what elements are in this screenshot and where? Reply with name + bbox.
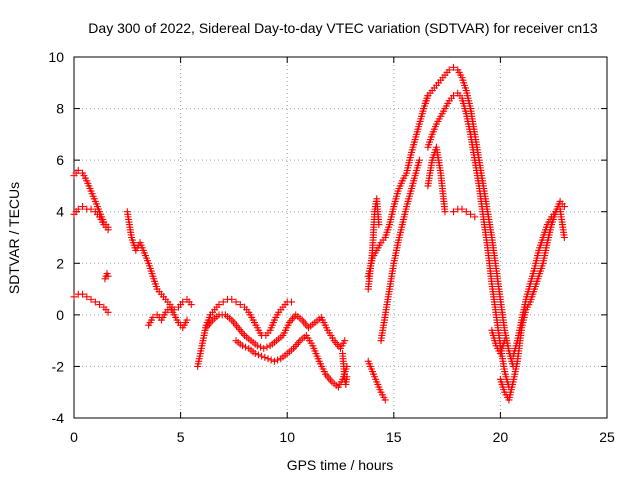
data-point — [251, 350, 259, 358]
x-tick-label: 5 — [177, 429, 185, 445]
x-tick-label: 10 — [279, 429, 295, 445]
data-marks — [70, 63, 568, 404]
data-point — [87, 295, 95, 303]
data-point — [381, 396, 389, 404]
data-point-interp — [254, 351, 262, 359]
series-arc-q — [424, 143, 449, 216]
data-point-interp — [242, 343, 250, 351]
series-arc-a — [70, 166, 112, 231]
series-arc-s — [496, 197, 568, 404]
data-point — [91, 298, 99, 306]
data-point — [449, 63, 457, 71]
x-axis-label: GPS time / hours — [287, 457, 394, 473]
data-point — [215, 301, 223, 309]
data-point — [236, 301, 244, 309]
data-point — [560, 203, 568, 211]
data-point — [253, 342, 261, 350]
data-point — [270, 357, 278, 365]
series-arc-d — [101, 270, 112, 283]
data-point — [441, 208, 449, 216]
series-arc-k — [364, 92, 432, 280]
series-arc-c — [70, 290, 112, 316]
series-arc-o — [420, 63, 517, 370]
y-tick-label: -2 — [52, 358, 65, 374]
plot-frame — [73, 56, 608, 419]
series-arc-f — [145, 303, 191, 332]
y-tick-label: 6 — [56, 152, 64, 168]
data-point — [471, 213, 479, 221]
data-point — [232, 298, 240, 306]
series-arc-i — [232, 331, 351, 391]
data-point — [449, 92, 457, 100]
data-point — [415, 156, 423, 164]
y-axis-label: SDTVAR / TECUs — [6, 182, 22, 294]
data-point-interp — [274, 356, 282, 364]
data-point — [501, 337, 509, 345]
data-point — [341, 337, 349, 345]
data-point — [104, 226, 112, 234]
data-point — [264, 355, 272, 363]
series-arc-e — [123, 208, 195, 314]
data-point — [260, 344, 268, 352]
x-tick-label: 15 — [386, 429, 402, 445]
data-point — [375, 221, 383, 229]
series-arc-h — [202, 311, 349, 352]
axis-ticks — [73, 56, 608, 419]
data-point — [458, 205, 466, 213]
data-point — [179, 298, 187, 306]
data-point — [87, 205, 95, 213]
x-tick-label: 25 — [599, 429, 615, 445]
series-arc-t — [509, 205, 568, 360]
data-point — [149, 313, 157, 321]
x-tick-labels: 0 5 10 15 20 25 — [70, 429, 615, 445]
series-arc-n — [377, 156, 423, 345]
chart-title: Day 300 of 2022, Sidereal Day-to-day VTE… — [88, 20, 598, 36]
data-point — [183, 316, 191, 324]
data-point — [83, 293, 91, 301]
data-point — [79, 290, 87, 298]
data-point — [219, 298, 227, 306]
data-point-interp — [263, 343, 271, 351]
data-point — [70, 293, 78, 301]
y-tick-label: 4 — [56, 204, 64, 220]
data-point — [104, 308, 112, 316]
data-point-interp — [261, 353, 269, 361]
series-arc-b — [70, 203, 112, 234]
data-point — [560, 234, 568, 241]
data-point — [462, 208, 470, 216]
y-tick-labels: -4 -2 0 2 4 6 8 10 — [48, 49, 64, 426]
data-point — [467, 210, 475, 218]
data-point — [74, 205, 82, 213]
data-point — [445, 66, 453, 74]
data-point — [228, 295, 236, 303]
series-arc-r — [449, 205, 479, 221]
data-point — [258, 352, 266, 360]
x-tick-label: 0 — [70, 429, 78, 445]
y-tick-label: -4 — [52, 410, 65, 426]
data-point — [74, 166, 82, 174]
series-arc-l — [364, 195, 383, 293]
y-tick-label: 8 — [56, 101, 64, 117]
series-arc-j — [339, 350, 351, 388]
data-point-interp — [267, 356, 275, 364]
data-point — [287, 298, 295, 306]
series-arc-u — [488, 326, 509, 358]
data-point — [187, 301, 195, 309]
data-point — [96, 301, 104, 309]
series-arc-p — [424, 89, 513, 391]
data-point — [238, 342, 246, 350]
data-point — [449, 208, 457, 216]
y-tick-label: 2 — [56, 255, 64, 271]
y-tick-label: 10 — [48, 49, 64, 65]
data-point-interp — [257, 343, 265, 351]
data-point — [343, 373, 351, 381]
data-point — [104, 272, 112, 280]
x-tick-label: 20 — [493, 429, 509, 445]
y-tick-label: 0 — [56, 307, 64, 323]
data-point — [79, 203, 87, 211]
series-arc-m — [364, 357, 389, 404]
